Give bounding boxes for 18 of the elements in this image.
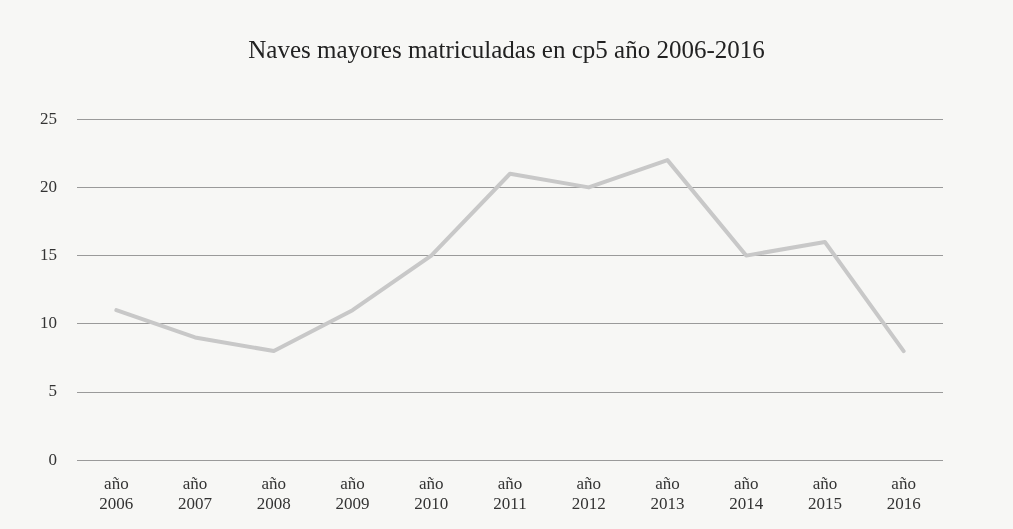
x-tick-label: año 2015	[807, 473, 842, 514]
y-tick-label: 10	[40, 313, 57, 333]
chart-title: Naves mayores matriculadas en cp5 año 2006-2016	[247, 36, 766, 64]
x-tick-label: año 2011	[493, 473, 527, 514]
x-tick-label: año 2013	[650, 473, 685, 514]
x-tick-label: año 2006	[99, 473, 134, 514]
y-tick-label: 15	[40, 245, 57, 265]
x-tick-label: año 2009	[335, 473, 370, 514]
y-tick-label: 20	[40, 176, 57, 196]
y-tick-label: 5	[48, 381, 57, 401]
x-tick-label: año 2010	[414, 473, 449, 514]
y-tick-label: 25	[40, 108, 57, 128]
x-tick-label: año 2014	[729, 473, 764, 514]
y-tick-label: 0	[48, 449, 57, 469]
x-tick-label: año 2012	[571, 473, 606, 514]
x-tick-label: año 2016	[886, 473, 921, 514]
x-tick-label: año 2007	[178, 473, 213, 514]
x-tick-label: año 2008	[256, 473, 291, 514]
